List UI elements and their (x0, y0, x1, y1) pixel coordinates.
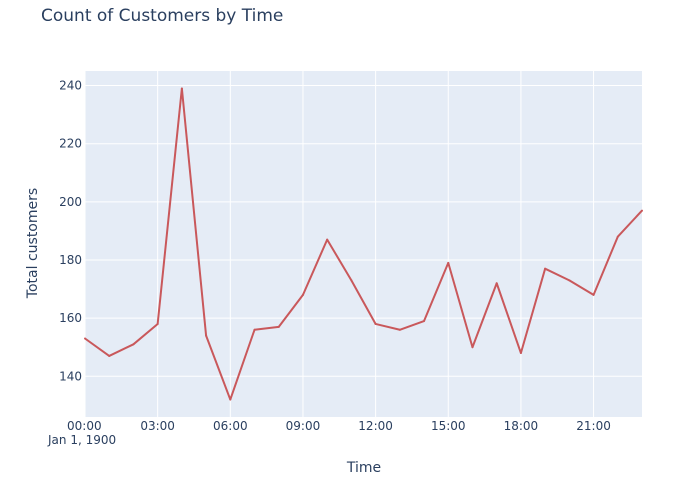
data-point (519, 352, 522, 355)
data-point (156, 322, 159, 325)
data-point (205, 334, 208, 337)
y-tick-label: 140 (59, 369, 82, 383)
data-point (544, 267, 547, 270)
y-axis-ticks: 140 160 180 200 220 240 (59, 79, 82, 384)
x-tick-label: 21:00 (576, 419, 611, 433)
data-point (592, 293, 595, 296)
y-tick-label: 220 (59, 137, 82, 151)
y-tick-label: 180 (59, 253, 82, 267)
x-tick-label: 06:00 (213, 419, 248, 433)
data-point (447, 261, 450, 264)
data-point (374, 322, 377, 325)
y-tick-label: 240 (59, 79, 82, 93)
data-point (471, 346, 474, 349)
data-point (398, 328, 401, 331)
series-layer (84, 87, 643, 401)
x-tick-label: 12:00 (358, 419, 393, 433)
data-point (277, 325, 280, 328)
series-line (84, 87, 643, 401)
data-point (326, 238, 329, 241)
plot-area (85, 71, 642, 417)
data-point (423, 320, 426, 323)
data-point (84, 337, 86, 340)
y-axis-title: Total customers (25, 188, 41, 299)
y-tick-label: 160 (59, 311, 82, 325)
chart-title: Count of Customers by Time (41, 6, 283, 26)
data-point (132, 343, 135, 346)
data-point (253, 328, 256, 331)
x-tick-label: 15:00 (431, 419, 466, 433)
data-point (180, 87, 183, 90)
x-tick-label: 03:00 (140, 419, 175, 433)
data-point (641, 209, 643, 212)
data-point (350, 279, 353, 282)
data-point (301, 293, 304, 296)
x-axis-ticks: 00:00 03:00 06:00 09:00 12:00 15:00 18:00 21:00 (67, 419, 611, 433)
y-tick-label: 200 (59, 195, 82, 209)
data-point (616, 235, 619, 238)
data-point (495, 282, 498, 285)
data-point (229, 398, 232, 401)
x-axis-title: Time (346, 460, 381, 476)
x-axis-date-label: Jan 1, 1900 (47, 433, 116, 447)
gridlines (84, 71, 642, 417)
x-tick-label: 00:00 (67, 419, 102, 433)
x-tick-label: 09:00 (286, 419, 321, 433)
data-point (568, 279, 571, 282)
x-tick-label: 18:00 (504, 419, 539, 433)
data-point (108, 354, 111, 357)
